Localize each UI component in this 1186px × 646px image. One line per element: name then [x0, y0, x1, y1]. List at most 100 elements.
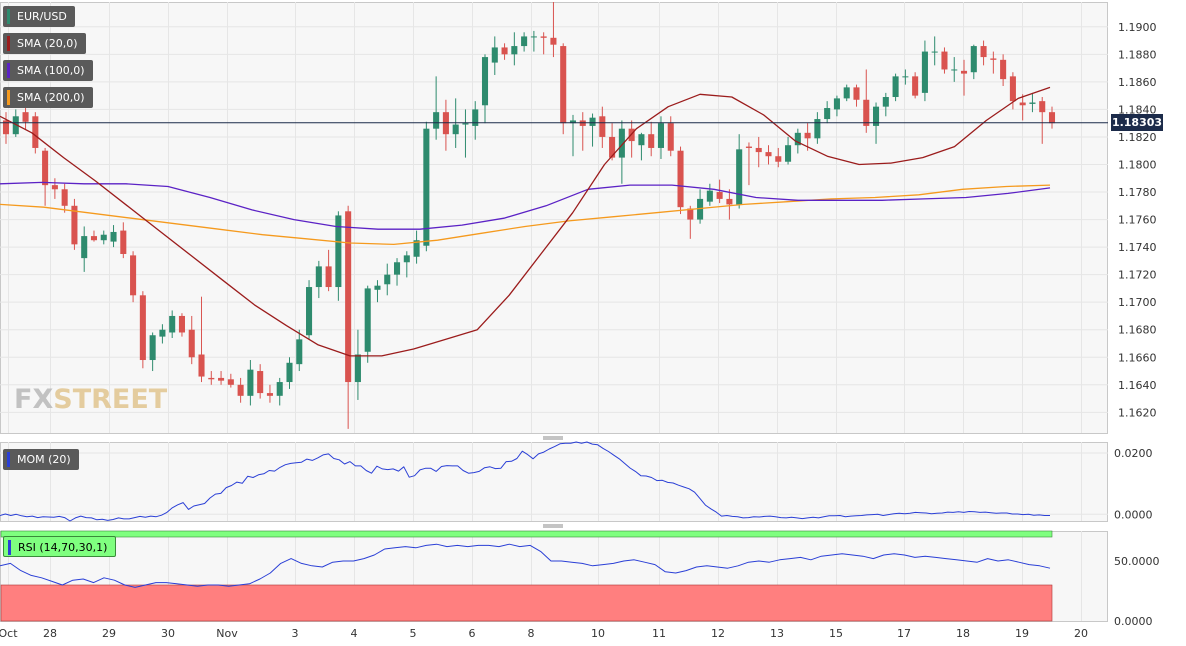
- candle-body: [853, 87, 860, 100]
- bearish-candle: [501, 43, 508, 60]
- candle-body: [2, 120, 10, 135]
- candle-body: [765, 152, 772, 157]
- candle-body: [863, 99, 870, 126]
- bullish-candle: [374, 280, 381, 303]
- candle-body: [12, 116, 19, 135]
- bearish-candle: [609, 123, 616, 161]
- mom-label: MOM (20): [17, 453, 71, 466]
- candle-body: [266, 393, 273, 396]
- candle-body: [540, 36, 547, 38]
- candle-body: [374, 285, 381, 290]
- bullish-candle: [149, 332, 156, 372]
- y-tick-label: 1.1840: [1118, 103, 1157, 116]
- candle-body: [286, 362, 293, 383]
- candle-body: [218, 377, 225, 381]
- candle-body: [697, 198, 704, 220]
- bearish-candle: [980, 40, 987, 66]
- bearish-candle: [765, 145, 772, 165]
- candle-body: [433, 112, 440, 129]
- mom-swatch: [7, 452, 10, 467]
- symbol-tag[interactable]: EUR/USD: [3, 6, 75, 27]
- bullish-candle: [833, 95, 840, 117]
- sma20-tag[interactable]: SMA (20,0): [3, 33, 86, 54]
- candle-body: [472, 109, 479, 126]
- x-tick-label: 29: [102, 627, 116, 640]
- current-price-tag: 1.18303: [1111, 114, 1163, 131]
- bearish-candle: [687, 205, 694, 239]
- candle-body: [120, 230, 127, 254]
- sma20-label: SMA (20,0): [17, 37, 78, 50]
- rsi-swatch: [8, 540, 11, 555]
- candle-body: [1019, 102, 1026, 106]
- candle-body: [902, 76, 909, 78]
- bearish-candle: [178, 313, 185, 337]
- bullish-candle: [481, 54, 489, 124]
- sma200-tag[interactable]: SMA (200,0): [3, 87, 93, 108]
- candle-body: [501, 47, 508, 55]
- candle-body: [873, 106, 880, 126]
- bullish-candle: [354, 329, 361, 400]
- x-tick-label: 13: [770, 627, 784, 640]
- candle-body: [569, 120, 577, 124]
- candle-body: [921, 51, 928, 93]
- y-tick-label: 1.1680: [1118, 324, 1157, 337]
- bullish-candle: [247, 360, 254, 406]
- sma100-swatch: [7, 63, 10, 78]
- bullish-candle: [589, 113, 596, 147]
- sma100-tag[interactable]: SMA (100,0): [3, 60, 93, 81]
- bearish-candle: [745, 142, 752, 186]
- bullish-candle: [403, 251, 410, 278]
- mom-tag[interactable]: MOM (20): [3, 449, 79, 470]
- candle-body: [530, 36, 537, 38]
- candle-body: [716, 192, 723, 199]
- bullish-candle: [413, 230, 420, 264]
- candle-body: [794, 132, 801, 146]
- candle-body: [315, 266, 322, 288]
- candle-body: [393, 262, 401, 275]
- pane-frame: [0, 442, 1108, 522]
- bearish-candle: [139, 291, 146, 369]
- candle-body: [814, 119, 821, 139]
- bullish-candle: [306, 280, 313, 340]
- bearish-candle: [120, 222, 127, 259]
- y-tick-label: 1.1820: [1118, 131, 1157, 144]
- candle-body: [491, 47, 498, 63]
- bullish-candle: [882, 92, 889, 117]
- rsi-tick-label: 0.0000: [1114, 615, 1153, 628]
- bullish-candle: [814, 112, 821, 144]
- bearish-candle: [257, 364, 264, 399]
- candle-body: [550, 37, 557, 45]
- candle-body: [462, 123, 469, 125]
- candle-body: [589, 117, 596, 126]
- price-pane: [0, 2, 1108, 429]
- bullish-candle: [315, 260, 322, 299]
- candle-body: [833, 98, 840, 110]
- candle-body: [804, 132, 811, 139]
- candle-body: [61, 189, 68, 206]
- bullish-candle: [169, 310, 176, 338]
- bullish-candle: [159, 324, 166, 344]
- candle-body: [1029, 102, 1036, 104]
- candle-body: [618, 128, 625, 158]
- y-tick-label: 1.1860: [1118, 76, 1157, 89]
- bullish-candle: [785, 136, 792, 165]
- candle-body: [687, 208, 694, 220]
- candle-body: [960, 70, 968, 74]
- candle-body: [511, 46, 518, 55]
- x-tick-label: Nov: [216, 627, 238, 640]
- bearish-candle: [775, 147, 782, 168]
- bullish-candle: [530, 30, 537, 52]
- rsi-tag[interactable]: RSI (14,70,30,1): [3, 536, 117, 557]
- candle-body: [247, 369, 254, 396]
- x-tick-label: 15: [829, 627, 843, 640]
- bearish-candle: [325, 249, 332, 292]
- mom-tick-label: 0.0200: [1114, 447, 1153, 460]
- candle-body: [423, 128, 430, 246]
- y-tick-label: 1.1900: [1118, 21, 1157, 34]
- candle-body: [892, 76, 899, 98]
- bearish-candle: [32, 112, 39, 154]
- bullish-candle: [638, 132, 645, 161]
- candle-body: [227, 379, 234, 385]
- candle-body: [159, 329, 166, 337]
- y-tick-label: 1.1760: [1118, 214, 1157, 227]
